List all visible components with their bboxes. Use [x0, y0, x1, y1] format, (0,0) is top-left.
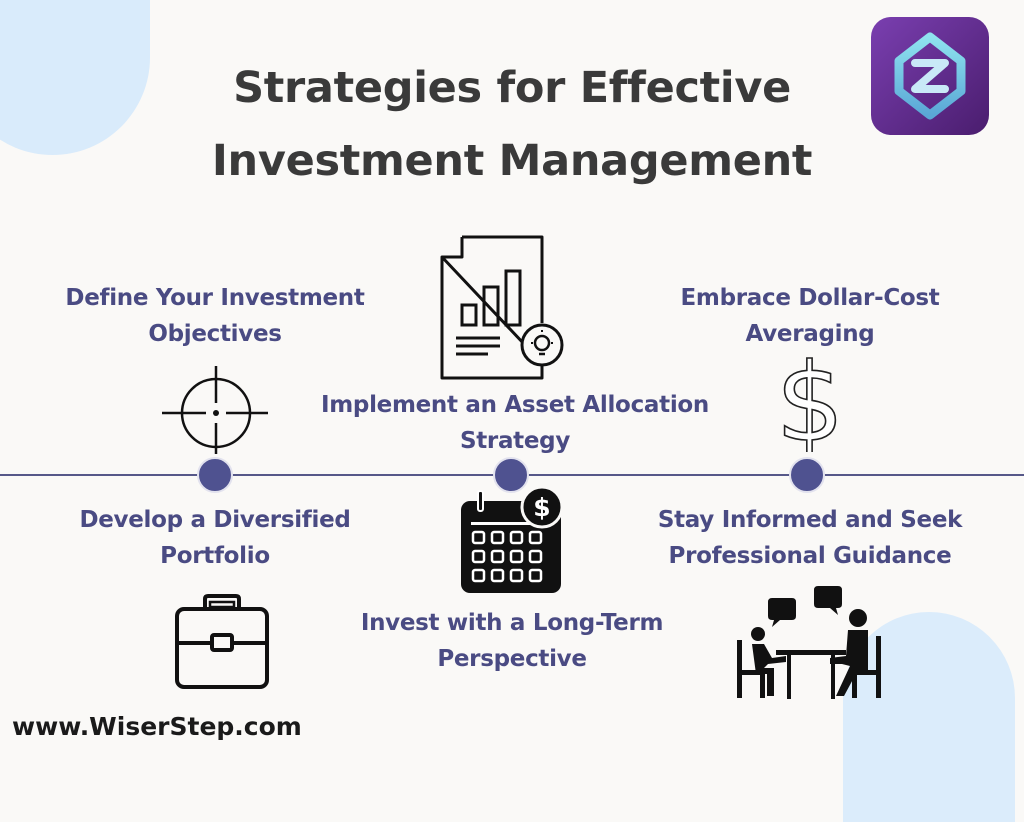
strategy-line-2: Objectives [148, 321, 282, 347]
footer-url[interactable]: www.WiserStep.com [12, 712, 302, 741]
strategy-dollar-cost-averaging: Embrace Dollar-Cost Averaging [640, 280, 980, 352]
briefcase-icon [175, 594, 269, 689]
wiserstep-logo-icon [871, 17, 989, 135]
timeline-dot-2 [493, 457, 529, 493]
strategy-asset-allocation: Implement an Asset Allocation Strategy [300, 387, 730, 459]
strategy-line-2: Professional Guidance [668, 543, 952, 569]
strategy-line-1: Stay Informed and Seek [657, 507, 963, 533]
strategy-line-1: Embrace Dollar-Cost [680, 285, 940, 311]
crosshair-icon [162, 366, 268, 454]
page-title: Strategies for Effective Investment Mana… [112, 52, 912, 198]
svg-text:$: $ [533, 493, 550, 522]
strategy-line-2: Portfolio [160, 543, 270, 569]
strategy-define-objectives: Define Your Investment Objectives [45, 280, 385, 352]
report-chart-icon [440, 235, 564, 380]
strategy-line-2: Averaging [745, 321, 875, 347]
timeline-dot-1 [197, 457, 233, 493]
dollar-icon: $ [775, 348, 845, 452]
title-line-1: Strategies for Effective [233, 63, 791, 113]
strategy-diversified-portfolio: Develop a Diversified Portfolio [45, 502, 385, 574]
strategy-line-1: Define Your Investment [65, 285, 365, 311]
strategy-line-1: Develop a Diversified [79, 507, 351, 533]
strategy-line-1: Invest with a Long-Term [360, 610, 664, 636]
consultation-icon [737, 586, 881, 699]
strategy-line-2: Strategy [459, 428, 571, 454]
strategy-informed-guidance: Stay Informed and Seek Professional Guid… [620, 502, 1000, 574]
timeline-dot-3 [789, 457, 825, 493]
strategy-line-2: Perspective [437, 646, 587, 672]
strategy-long-term: Invest with a Long-Term Perspective [320, 605, 704, 677]
title-line-2: Investment Management [211, 136, 813, 186]
svg-text:$: $ [776, 348, 845, 452]
strategy-line-1: Implement an Asset Allocation [321, 392, 709, 418]
calendar-dollar-icon: $ [461, 485, 564, 593]
